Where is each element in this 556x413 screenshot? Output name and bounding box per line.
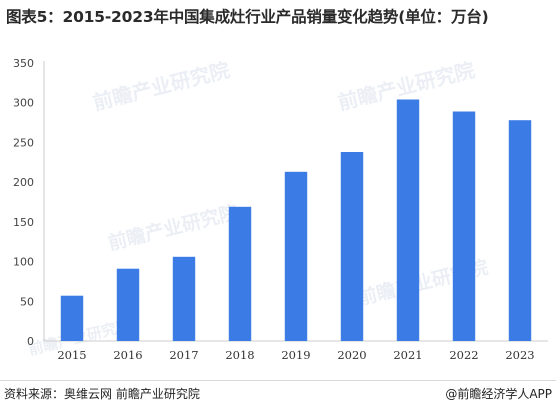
x-tick-label: 2016 xyxy=(113,348,142,362)
bar-2021 xyxy=(396,99,420,341)
watermark-text: 前瞻产业研究院 xyxy=(106,200,241,254)
y-tick-label: 250 xyxy=(13,136,34,149)
bar-2019 xyxy=(284,171,308,341)
source-note: 资料来源：奥维云网 前瞻产业研究院 xyxy=(4,387,200,401)
x-tick-label: 2022 xyxy=(449,348,478,362)
bar-2022 xyxy=(452,111,476,341)
bar-2018 xyxy=(228,206,252,341)
chart-title: 图表5：2015-2023年中国集成灶行业产品销量变化趋势(单位：万台) xyxy=(6,8,489,26)
y-tick-label: 200 xyxy=(13,176,34,189)
x-tick-label: 2021 xyxy=(393,348,422,362)
y-tick-label: 350 xyxy=(13,57,34,70)
footer-divider xyxy=(0,380,556,381)
x-tick-label: 2017 xyxy=(169,348,198,362)
bar-chart: 前瞻产业研究院前瞻产业研究院前瞻产业研究院前瞻产业研究院前瞻产业研究院 0501… xyxy=(13,57,548,362)
bar-2016 xyxy=(116,268,140,341)
y-tick-label: 0 xyxy=(27,335,34,348)
y-tick-label: 100 xyxy=(13,256,34,269)
credit-note: @前瞻经济学人APP xyxy=(445,387,552,401)
watermark-text: 前瞻产业研究院 xyxy=(90,58,232,115)
bar-2023 xyxy=(508,120,532,341)
watermark-layer: 前瞻产业研究院前瞻产业研究院前瞻产业研究院前瞻产业研究院前瞻产业研究院 xyxy=(27,58,491,359)
y-tick-label: 50 xyxy=(20,295,34,308)
x-tick-label: 2019 xyxy=(281,348,310,362)
y-tick-labels: 0 50 100 150 200 250 300 350 xyxy=(13,57,34,348)
bar-2020 xyxy=(340,152,364,341)
x-tick-label: 2018 xyxy=(225,348,254,362)
y-tick-label: 300 xyxy=(13,97,34,110)
x-tick-label: 2023 xyxy=(505,348,534,362)
x-tick-label: 2015 xyxy=(57,348,86,362)
y-tick-label: 150 xyxy=(13,216,34,229)
x-tick-labels: 2015 2016 2017 2018 2019 2020 2021 2022 2023 xyxy=(57,348,534,362)
bar-2015 xyxy=(60,295,84,341)
bar-2017 xyxy=(172,256,196,341)
x-tick-label: 2020 xyxy=(337,348,366,362)
bar-series xyxy=(60,99,532,341)
